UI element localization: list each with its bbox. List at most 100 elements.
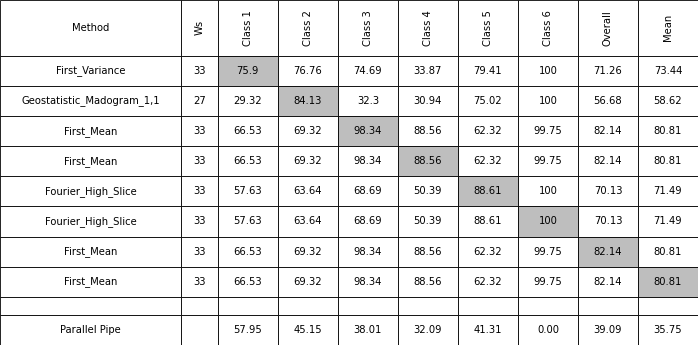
Bar [518,116,578,146]
Text: 98.34: 98.34 [354,277,382,287]
Bar [338,176,398,206]
Text: 98.34: 98.34 [354,126,382,136]
Text: 75.9: 75.9 [237,66,259,76]
Bar [578,315,638,345]
Text: 88.56: 88.56 [414,126,442,136]
Text: 66.53: 66.53 [234,277,262,287]
Bar [0,315,181,345]
Bar [578,206,638,237]
Text: 88.56: 88.56 [414,247,442,257]
Bar [338,267,398,297]
Bar [218,146,278,176]
Text: 66.53: 66.53 [234,247,262,257]
Bar [0,116,181,146]
Bar [278,146,338,176]
Text: 69.32: 69.32 [294,156,322,166]
Text: 57.63: 57.63 [234,216,262,226]
Bar [181,237,218,267]
Bar [218,86,278,116]
Bar [638,297,698,315]
Text: First_Mean: First_Mean [64,156,117,167]
Bar [338,86,398,116]
Bar [578,86,638,116]
Bar [181,56,218,86]
Text: Overall: Overall [603,10,613,46]
Bar [518,176,578,206]
Text: Fourier_High_Slice: Fourier_High_Slice [45,186,136,197]
Bar [218,116,278,146]
Bar [398,86,458,116]
Text: 56.68: 56.68 [593,96,623,106]
Bar [578,146,638,176]
Text: 84.13: 84.13 [294,96,322,106]
Bar [458,146,518,176]
Bar [518,146,578,176]
Text: 99.75: 99.75 [533,247,563,257]
Text: 99.75: 99.75 [533,277,563,287]
Bar [578,176,638,206]
Text: Fourier_High_Slice: Fourier_High_Slice [45,216,136,227]
Text: 71.49: 71.49 [653,216,683,226]
Text: 75.02: 75.02 [474,96,503,106]
Bar [338,146,398,176]
Bar [181,116,218,146]
Bar [398,116,458,146]
Bar [0,237,181,267]
Bar [218,176,278,206]
Bar [458,297,518,315]
Bar [181,176,218,206]
Bar [218,237,278,267]
Text: 76.76: 76.76 [293,66,322,76]
Text: 50.39: 50.39 [414,216,442,226]
Bar [278,297,338,315]
Text: Class 3: Class 3 [363,10,373,46]
Bar [398,267,458,297]
Bar [578,116,638,146]
Bar [518,56,578,86]
Bar [398,56,458,86]
Text: 82.14: 82.14 [594,247,622,257]
Bar [458,267,518,297]
Bar [458,315,518,345]
Bar [181,0,218,56]
Bar [338,0,398,56]
Bar [181,315,218,345]
Text: 98.34: 98.34 [354,156,382,166]
Bar [338,116,398,146]
Text: 82.14: 82.14 [594,126,622,136]
Text: 57.95: 57.95 [233,325,262,335]
Text: Ws: Ws [194,20,205,36]
Text: 29.32: 29.32 [234,96,262,106]
Bar [518,267,578,297]
Text: 66.53: 66.53 [234,126,262,136]
Bar [0,56,181,86]
Text: 99.75: 99.75 [533,126,563,136]
Bar [218,315,278,345]
Text: Class 1: Class 1 [243,10,253,46]
Text: 30.94: 30.94 [414,96,442,106]
Text: Parallel Pipe: Parallel Pipe [60,325,121,335]
Text: 35.75: 35.75 [653,325,683,335]
Text: 80.81: 80.81 [654,156,682,166]
Text: 80.81: 80.81 [654,277,682,287]
Text: 33.87: 33.87 [414,66,442,76]
Bar [518,297,578,315]
Bar [0,297,181,315]
Bar [278,267,338,297]
Bar [518,237,578,267]
Bar [518,86,578,116]
Bar [181,297,218,315]
Text: 68.69: 68.69 [354,186,383,196]
Bar [278,206,338,237]
Bar [458,116,518,146]
Text: 33: 33 [193,247,206,257]
Bar [398,315,458,345]
Bar [181,206,218,237]
Text: 41.31: 41.31 [474,325,502,335]
Bar [218,56,278,86]
Bar [458,206,518,237]
Bar [338,297,398,315]
Bar [218,297,278,315]
Bar [638,0,698,56]
Text: 100: 100 [538,66,558,76]
